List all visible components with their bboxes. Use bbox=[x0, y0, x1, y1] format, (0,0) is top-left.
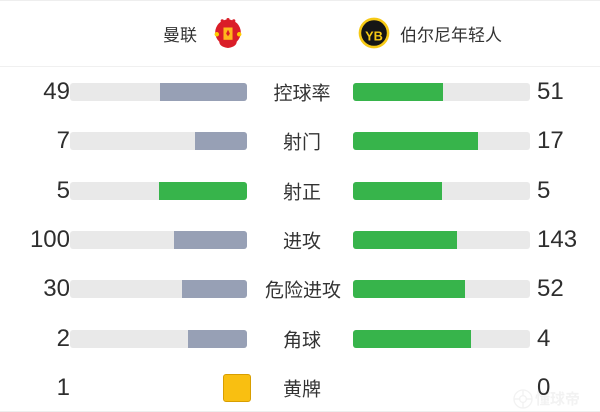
svg-text:YB: YB bbox=[365, 28, 383, 43]
